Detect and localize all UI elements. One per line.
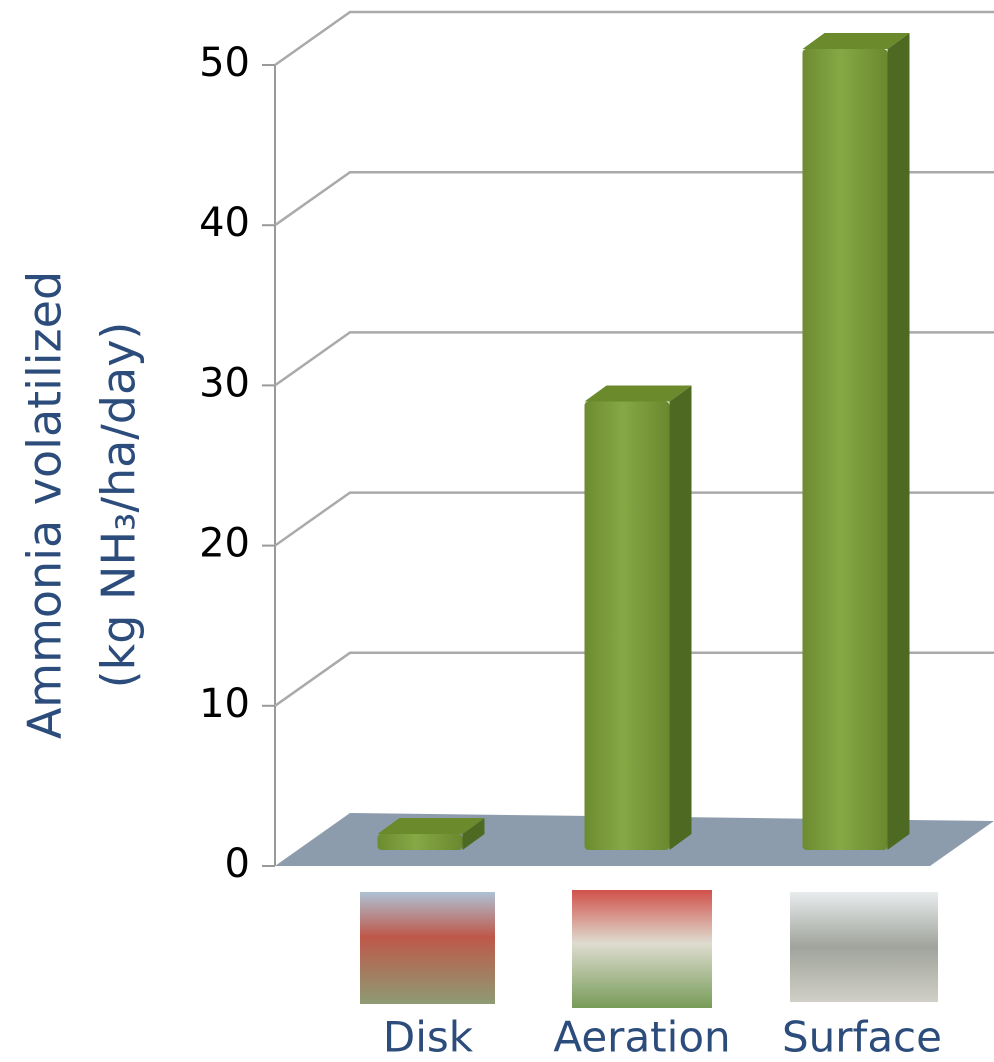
bar-top xyxy=(584,385,692,402)
bar-side xyxy=(462,817,485,850)
grid-line xyxy=(274,331,994,387)
x-tick-label: Surface xyxy=(782,1013,942,1062)
bar-top xyxy=(377,817,485,834)
photo-aeration xyxy=(572,890,712,1008)
grid-line xyxy=(274,651,994,707)
y-tick-label: 20 xyxy=(199,521,250,567)
y-label-line: (kg NH₃/ha/day) xyxy=(92,322,146,689)
photo-surface xyxy=(790,892,938,1002)
y-tick-label: 40 xyxy=(199,200,250,246)
bar xyxy=(584,385,692,850)
bar-front xyxy=(377,833,463,850)
bar-side xyxy=(669,385,692,850)
bar-side xyxy=(887,33,910,850)
bar xyxy=(377,817,485,850)
bar xyxy=(802,33,910,850)
y-tick-label: 50 xyxy=(199,40,250,86)
photo-disk xyxy=(360,892,495,1004)
y-tick-label: 0 xyxy=(225,841,250,887)
bar-top xyxy=(802,33,910,49)
grid-line xyxy=(274,170,994,227)
y-label-line: Ammonia volatilized xyxy=(18,271,72,739)
bar-front xyxy=(584,401,670,850)
grid-line xyxy=(274,10,994,67)
bar-front xyxy=(802,49,888,850)
y-tick-label: 10 xyxy=(199,681,250,727)
x-tick-label: Disk xyxy=(383,1013,474,1062)
grid-line xyxy=(274,491,994,547)
y-tick-label: 30 xyxy=(199,360,250,406)
x-tick-label: Aeration xyxy=(553,1013,730,1062)
y-axis-label: Ammonia volatilized (kg NH₃/ha/day) xyxy=(18,271,146,739)
